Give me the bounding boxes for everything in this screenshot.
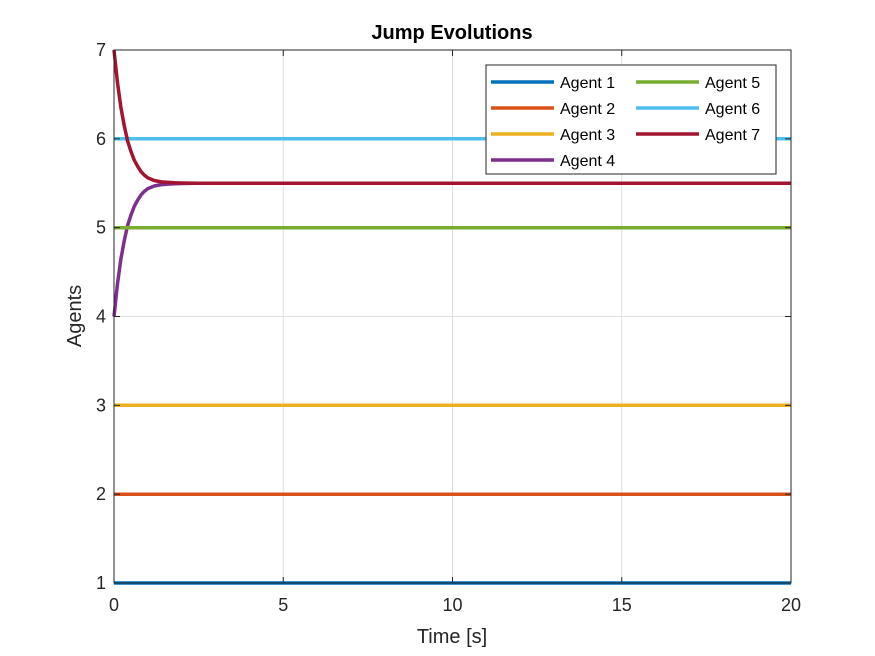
chart-title: Jump Evolutions <box>371 22 532 44</box>
y-tick-label: 1 <box>96 573 106 593</box>
x-tick-label: 5 <box>278 595 288 615</box>
legend-label-agent-3: Agent 3 <box>560 127 615 144</box>
y-tick-label: 2 <box>96 484 106 504</box>
y-tick-label: 3 <box>96 395 106 415</box>
legend-label-agent-4: Agent 4 <box>560 153 615 170</box>
y-tick-label: 6 <box>96 129 106 149</box>
x-tick-label: 15 <box>612 595 632 615</box>
y-tick-label: 5 <box>96 218 106 238</box>
legend-label-agent-6: Agent 6 <box>705 101 760 118</box>
y-tick-label: 4 <box>96 307 106 327</box>
x-tick-label: 20 <box>781 595 801 615</box>
x-axis-title: Time [s] <box>417 626 487 648</box>
series-line-agent-7 <box>112 49 791 186</box>
legend-label-agent-5: Agent 5 <box>705 75 760 92</box>
x-tick-label: 10 <box>442 595 462 615</box>
x-tick-label: 0 <box>109 595 119 615</box>
legend-label-agent-2: Agent 2 <box>560 101 615 118</box>
legend-label-agent-7: Agent 7 <box>705 127 760 144</box>
legend: Agent 1 Agent 2 Agent 3 Agent 4 Agent 5 Agent… <box>485 64 777 175</box>
legend-label-agent-1: Agent 1 <box>560 75 615 92</box>
y-axis-title: Agents <box>64 285 86 347</box>
axis-ticks: 0 5 10 15 20 1 2 3 4 5 6 7 <box>96 40 801 615</box>
y-tick-label: 7 <box>96 40 106 60</box>
